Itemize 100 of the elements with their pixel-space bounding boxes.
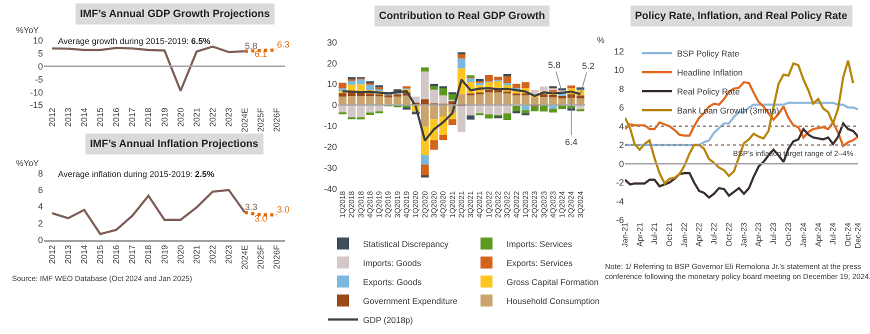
x-tick-label: 2013 bbox=[62, 108, 73, 127]
x-tick-label: 2023 bbox=[224, 108, 234, 127]
y-tick-label: 30 bbox=[326, 37, 337, 48]
chart-title: IMF’s Annual GDP Growth Projections bbox=[80, 8, 270, 20]
x-tick-label: 2020 bbox=[175, 108, 186, 127]
y-axis-title: %YoY bbox=[16, 158, 40, 168]
x-tick-label: 2024E bbox=[240, 107, 250, 132]
x-tick-label: Oct-23 bbox=[784, 222, 794, 247]
legend-label: Exports: Services bbox=[506, 258, 573, 268]
legend-label: Household Consumption bbox=[506, 296, 600, 306]
chart-title: Contribution to Real GDP Growth bbox=[379, 10, 546, 22]
x-tick-label: 2018 bbox=[143, 244, 154, 264]
x-tick-label: 2017 bbox=[127, 244, 138, 264]
y-tick-label: 6 bbox=[38, 185, 43, 196]
x-tick-label: 2013 bbox=[62, 244, 73, 264]
legend-label: Statistical Discrepancy bbox=[363, 238, 450, 249]
data-label: 5.8 bbox=[548, 60, 561, 70]
x-tick-label: Jul-22 bbox=[710, 222, 719, 244]
y-tick-label: -10 bbox=[324, 121, 337, 132]
y-tick-label: -4 bbox=[616, 196, 624, 206]
y-tick-label: 12 bbox=[614, 46, 624, 56]
y-tick-label: 4 bbox=[38, 202, 43, 212]
y-tick-label: 0 bbox=[38, 234, 43, 245]
x-tick-label: 2012 bbox=[46, 108, 57, 127]
y-tick-label: -5 bbox=[34, 74, 43, 84]
x-tick-label: Jul-23 bbox=[769, 222, 778, 244]
x-tick-label: 2014 bbox=[78, 108, 89, 127]
x-tick-label: 2015 bbox=[94, 244, 105, 264]
x-tick-label: 2019 bbox=[159, 244, 170, 264]
x-tick-label: Jul-21 bbox=[650, 222, 660, 244]
y-tick-label: -40 bbox=[324, 184, 337, 194]
x-tick-label: 2026F bbox=[272, 244, 282, 270]
x-tick-label: Oct-21 bbox=[665, 222, 674, 247]
y-tick-label: 4 bbox=[618, 121, 624, 132]
x-tick-label: Jan-22 bbox=[680, 222, 690, 248]
y-tick-label: -15 bbox=[30, 100, 43, 110]
x-tick-label: 2015 bbox=[94, 108, 105, 127]
x-tick-label: Apr-23 bbox=[754, 222, 764, 247]
x-tick-label: Oct-24 bbox=[844, 222, 853, 247]
legend-label: Imports: Goods bbox=[363, 258, 422, 268]
x-tick-label: 2014 bbox=[78, 244, 89, 264]
y-tick-label: -30 bbox=[324, 162, 337, 173]
x-tick-label: 2023 bbox=[224, 244, 234, 264]
data-label: 6.4 bbox=[565, 137, 578, 147]
x-tick-label: Jan-24 bbox=[799, 222, 808, 248]
data-label: 5.2 bbox=[582, 61, 595, 71]
annotation: Average growth during 2015-2019: 6.5% bbox=[58, 36, 211, 46]
x-tick-label: 2021 bbox=[191, 108, 202, 127]
x-tick-label: 2020 bbox=[175, 244, 186, 264]
data-label: 6.3 bbox=[276, 40, 290, 50]
y-tick-label: -2 bbox=[616, 178, 624, 188]
y-axis-title: % bbox=[597, 35, 605, 45]
y-tick-label: 5 bbox=[38, 48, 43, 58]
x-tick-label: 2024E bbox=[240, 244, 250, 270]
x-tick-label: Dec-24 bbox=[854, 222, 863, 248]
y-tick-label: 6 bbox=[618, 102, 624, 113]
y-tick-label: 2 bbox=[618, 140, 624, 150]
x-tick-label: 2026F bbox=[272, 108, 282, 132]
x-tick-label: 2012 bbox=[46, 244, 57, 264]
y-tick-label: -10 bbox=[30, 87, 43, 98]
x-tick-label: 2021 bbox=[191, 244, 202, 264]
y-tick-label: 10 bbox=[614, 65, 624, 76]
data-label: 3.3 bbox=[244, 202, 258, 212]
x-tick-label: 2016 bbox=[111, 244, 122, 264]
x-tick-label: 2022 bbox=[207, 244, 218, 264]
legend-label: Imports: Services bbox=[506, 238, 572, 249]
x-tick-label: 2025F bbox=[256, 244, 266, 270]
legend-label: Government Expenditure bbox=[363, 296, 458, 306]
legend-label: GDP (2018p) bbox=[363, 314, 414, 325]
chart-title: IMF’s Annual Inflation Projections bbox=[90, 138, 259, 150]
y-tick-label: 10 bbox=[32, 36, 43, 46]
legend-label: BSP Policy Rate bbox=[677, 48, 740, 58]
y-tick-label: 10 bbox=[326, 79, 337, 90]
y-tick-label: 0 bbox=[618, 158, 624, 169]
y-tick-label: 2 bbox=[38, 218, 43, 228]
y-tick-label: -20 bbox=[324, 142, 337, 152]
x-tick-label: Jul-24 bbox=[828, 222, 838, 244]
annotation: Average inflation during 2015-2019: 2.5% bbox=[58, 169, 215, 179]
y-tick-label: 8 bbox=[618, 84, 624, 94]
data-label: 3.0 bbox=[276, 204, 290, 215]
x-tick-label: Apr-24 bbox=[814, 222, 823, 247]
y-tick-label: 0 bbox=[332, 100, 337, 110]
x-tick-label: 2019 bbox=[159, 108, 170, 127]
y-tick-label: 8 bbox=[38, 168, 43, 179]
x-tick-label: 2022 bbox=[207, 108, 218, 127]
y-axis-title: %YoY bbox=[16, 25, 40, 35]
x-tick-label: 2016 bbox=[111, 108, 122, 127]
y-tick-label: 20 bbox=[326, 58, 337, 68]
data-label: 5.8 bbox=[244, 41, 258, 52]
y-tick-label: 0 bbox=[38, 61, 43, 72]
x-tick-label: 2025F bbox=[256, 108, 266, 132]
x-tick-label: 2017 bbox=[127, 108, 138, 127]
legend-label: Headline Inflation bbox=[677, 67, 743, 78]
x-tick-label: Apr-22 bbox=[694, 222, 704, 247]
legend-label: Exports: Goods bbox=[363, 276, 422, 287]
x-tick-label: Apr-21 bbox=[635, 222, 644, 247]
x-tick-label: 2018 bbox=[143, 108, 154, 127]
legend-label: Gross Capital Formation bbox=[506, 276, 599, 287]
x-tick-label: Oct-22 bbox=[724, 222, 734, 247]
chart-title: Policy Rate, Inflation, and Real Policy Rate bbox=[635, 10, 848, 22]
